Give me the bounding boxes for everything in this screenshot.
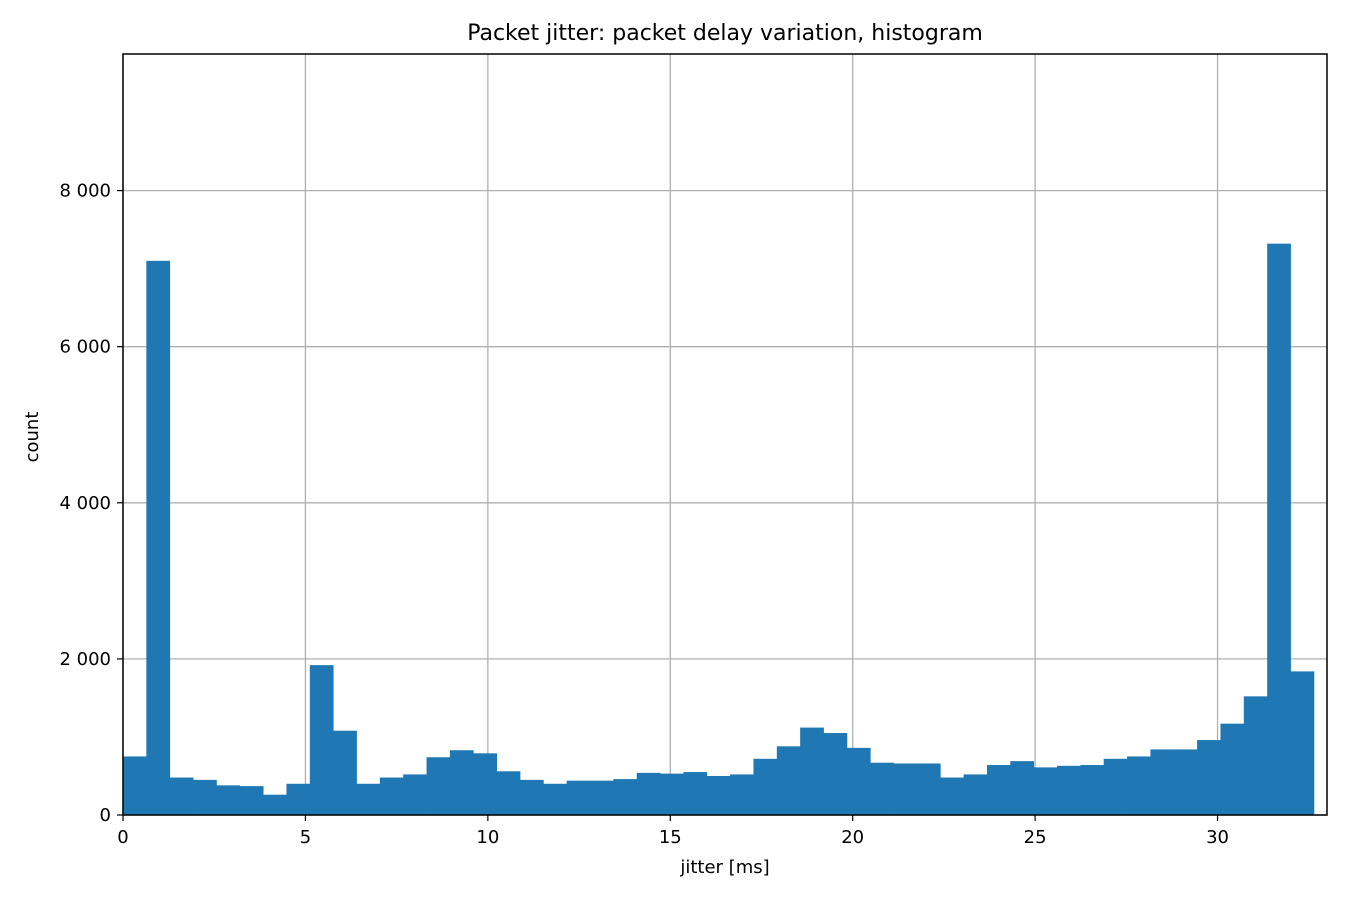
histogram-bar (286, 783, 311, 815)
x-tick-label: 5 (300, 827, 311, 848)
histogram-bar (1103, 758, 1128, 815)
histogram-bar (1150, 749, 1175, 815)
histogram-bar (239, 786, 264, 815)
histogram-bar (660, 773, 684, 815)
x-tick-label: 20 (841, 827, 864, 848)
histogram-bar (636, 772, 661, 815)
y-tick-label: 0 (100, 805, 111, 826)
y-tick-label: 8 000 (59, 181, 111, 202)
histogram-bar (193, 779, 217, 815)
histogram-bar (1290, 671, 1315, 815)
histogram-bar (449, 750, 474, 815)
histogram-bar (823, 733, 848, 815)
histogram-bar (1010, 761, 1035, 815)
histogram-bar (519, 779, 544, 815)
histogram-bar (893, 763, 918, 815)
histogram-bar (963, 774, 988, 815)
y-tick-label: 2 000 (59, 649, 111, 670)
histogram-bar (1267, 243, 1291, 815)
histogram-bar (1033, 767, 1058, 815)
histogram-bar (1057, 765, 1081, 815)
histogram-bar (916, 763, 941, 815)
y-axis-label: count (22, 412, 43, 463)
x-tick-label: 0 (117, 827, 128, 848)
histogram-bar (613, 779, 638, 815)
histogram-bar (776, 746, 801, 815)
histogram-bar (426, 757, 451, 815)
histogram-bar (356, 783, 381, 815)
histogram-bar (309, 665, 334, 815)
histogram-bar (870, 762, 894, 815)
grid-lines (122, 54, 1327, 816)
histogram-bar (473, 753, 498, 815)
y-axis-ticks: 0 2 000 4 000 6 000 8 000 (59, 181, 123, 826)
histogram-bar (333, 730, 357, 815)
x-axis-ticks: 0 5 10 15 20 25 30 (117, 815, 1229, 848)
histogram-bar (753, 758, 778, 815)
y-tick-label: 4 000 (59, 493, 111, 514)
histogram-bar (1243, 696, 1268, 815)
chart-title: Packet jitter: packet delay variation, h… (467, 21, 983, 46)
histogram-bar (496, 771, 521, 815)
histogram-bar (846, 747, 871, 815)
histogram-bar (683, 772, 708, 815)
histogram-bar (590, 780, 614, 815)
histogram-bar (263, 794, 287, 815)
histogram-bar (169, 777, 194, 815)
histogram-bar (566, 780, 591, 815)
x-tick-label: 30 (1206, 827, 1229, 848)
bars-group (123, 243, 1315, 815)
histogram-bar (403, 774, 427, 815)
histogram-bar (986, 765, 1011, 815)
histogram-bar (543, 783, 568, 815)
histogram-bar (1197, 740, 1221, 815)
histogram-bar (379, 777, 404, 815)
histogram-bar (800, 727, 824, 815)
histogram-bar (1127, 756, 1151, 815)
histogram-bar (1173, 749, 1198, 815)
histogram-bar (216, 785, 241, 815)
histogram-bar (1220, 723, 1245, 815)
x-axis-label: jitter [ms] (679, 857, 769, 878)
y-tick-label: 6 000 (59, 337, 111, 358)
histogram-bar (123, 756, 147, 815)
histogram-bar (1080, 765, 1105, 815)
x-tick-label: 10 (476, 827, 499, 848)
histogram-bar (706, 775, 731, 815)
histogram-bar (940, 777, 965, 815)
histogram-bar (730, 774, 754, 815)
plot-frame (122, 53, 1328, 816)
x-tick-label: 15 (659, 827, 682, 848)
x-tick-label: 25 (1024, 827, 1047, 848)
histogram-bar (146, 260, 171, 815)
